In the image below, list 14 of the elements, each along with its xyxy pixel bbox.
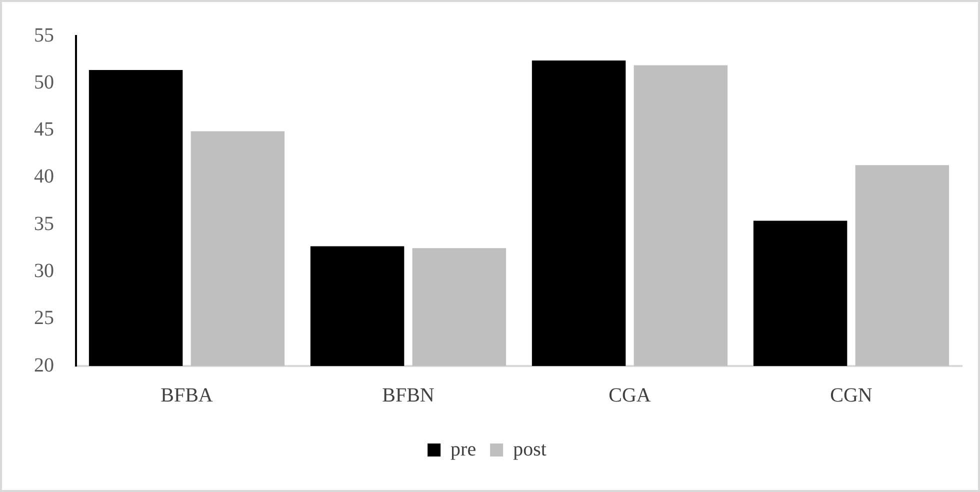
y-tick-label: 25 [34,307,54,330]
x-tick-label: CGN [830,384,872,406]
x-tick-label: CGA [608,384,652,406]
x-tick-label: BFBN [382,384,434,406]
y-tick-label: 35 [34,212,54,235]
y-tick-label: 30 [34,260,54,282]
y-tick-label: 55 [34,24,54,46]
legend-label: post [513,438,547,460]
x-tick-label: BFBA [160,384,214,406]
legend-label: pre [450,438,476,460]
y-tick-label: 20 [34,354,54,376]
y-tick-label: 50 [34,71,54,94]
y-tick-label: 40 [34,166,54,188]
y-tick-label: 45 [34,118,54,141]
